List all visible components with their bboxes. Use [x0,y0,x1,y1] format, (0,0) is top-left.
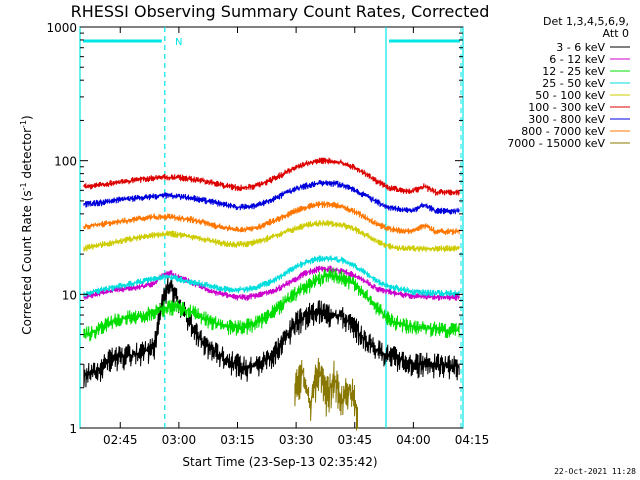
legend-header-1: Det 1,3,4,5,6,9, [543,15,629,28]
y-axis-label-main: Corrected Count Rate (s [20,190,34,334]
chart-title: RHESSI Observing Summary Count Rates, Co… [71,2,490,21]
y-axis-label-end: ) [20,115,34,120]
x-tick-label-2: 03:15 [220,433,255,447]
legend-label-7: 800 - 7000 keV [521,125,605,138]
x-axis-label: Start Time (23-Sep-13 02:35:42) [182,455,377,469]
series-layer [83,157,460,431]
x-tick-label-1: 03:00 [162,433,197,447]
night-marker: N [175,37,182,48]
legend-label-6: 300 - 800 keV [528,113,605,126]
y-axis-label-sup2: -1 [19,120,28,128]
series-line-1 [83,265,460,301]
series-line-0 [83,276,460,388]
legend-header-2: Att 0 [603,27,629,40]
y-tick-label-2: 100 [54,155,77,169]
legend-label-8: 7000 - 15000 keV [507,137,605,150]
series-line-4 [83,219,460,253]
legend-label-2: 12 - 25 keV [542,65,605,78]
y-tick-label-0: 1 [69,422,77,436]
x-tick-label-5: 04:00 [396,433,431,447]
x-tick-label-6: 04:15 [455,433,490,447]
series-line-3 [83,255,460,298]
y-tick-label-3: 1000 [46,21,77,35]
attenuator-shading: N [79,27,464,428]
legend-label-3: 25 - 50 keV [542,77,605,90]
series-line-7 [83,201,460,236]
series-line-8 [294,357,358,431]
legend-label-1: 6 - 12 keV [549,53,605,66]
y-axis-ticks: 1 10 100 1000 [46,21,463,436]
y-axis-label-mid: detector [20,128,34,183]
x-tick-label-3: 03:30 [279,433,314,447]
series-line-2 [83,268,460,342]
x-axis-ticks: 02:45 03:00 03:15 03:30 03:45 04:00 04:15 [103,27,489,447]
legend-label-5: 100 - 300 keV [528,101,605,114]
y-axis-label: Corrected Count Rate (s-1 detector-1) [19,115,34,334]
timestamp: 22-Oct-2021 11:28 [554,467,636,476]
x-tick-label-0: 02:45 [103,433,138,447]
x-tick-label-4: 03:45 [337,433,372,447]
series-line-6 [83,179,460,215]
y-axis-label-sup1: -1 [19,182,28,190]
legend-label-4: 50 - 100 keV [535,89,605,102]
y-tick-label-1: 10 [62,288,77,302]
series-line-5 [83,157,460,196]
legend-label-0: 3 - 6 keV [556,41,605,54]
